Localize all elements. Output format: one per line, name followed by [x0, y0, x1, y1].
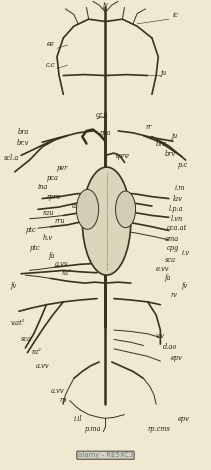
Text: fv: fv: [11, 282, 17, 290]
Text: epv: epv: [177, 415, 189, 423]
Text: br.v: br.v: [17, 139, 30, 147]
Text: cr: cr: [96, 111, 103, 119]
Text: a.vv: a.vv: [55, 260, 69, 268]
Text: sca: sca: [165, 256, 176, 264]
Text: a.vv: a.vv: [36, 362, 50, 370]
Text: rau: rau: [42, 209, 54, 217]
Ellipse shape: [76, 189, 99, 229]
Text: rpre: rpre: [46, 193, 61, 201]
Text: a.ao: a.ao: [72, 202, 86, 210]
Text: fa: fa: [165, 274, 171, 282]
Text: tpre: tpre: [116, 152, 130, 160]
Text: v.v: v.v: [156, 332, 165, 340]
Text: l.vn: l.vn: [171, 215, 183, 223]
Text: scl.a: scl.a: [4, 154, 20, 162]
Ellipse shape: [116, 191, 135, 227]
Text: i.il: i.il: [74, 415, 82, 423]
Text: ama: ama: [165, 235, 179, 243]
Text: fv: fv: [181, 282, 188, 290]
Text: bra: bra: [18, 128, 30, 136]
Text: jv: jv: [103, 1, 108, 9]
Text: epv: epv: [171, 354, 183, 362]
Text: e.vv: e.vv: [156, 265, 170, 273]
Text: ptc: ptc: [30, 244, 40, 252]
Text: p.c: p.c: [177, 161, 187, 169]
Text: ee: ee: [47, 39, 55, 47]
Text: i.m: i.m: [175, 184, 186, 192]
Text: a.vv: a.vv: [51, 387, 64, 395]
Text: i.v: i.v: [181, 249, 189, 257]
Text: per: per: [57, 164, 68, 172]
Text: l.p.a: l.p.a: [169, 205, 183, 213]
Text: rr: rr: [146, 123, 152, 131]
Text: ra²: ra²: [32, 348, 41, 356]
Text: c.c: c.c: [45, 61, 55, 69]
Text: ptc: ptc: [25, 226, 36, 234]
Text: ic: ic: [173, 11, 179, 19]
Text: rpa: rpa: [100, 129, 111, 137]
Text: brv: brv: [165, 150, 176, 158]
Ellipse shape: [82, 167, 131, 275]
Text: alamy - RE5XC3: alamy - RE5XC3: [78, 452, 133, 458]
Text: ina: ina: [38, 183, 48, 191]
Text: sca: sca: [21, 335, 32, 343]
Text: ju: ju: [171, 132, 177, 140]
Text: lav: lav: [173, 195, 183, 203]
Text: rv: rv: [171, 291, 178, 299]
Text: rru: rru: [55, 217, 65, 225]
Text: rp.cms: rp.cms: [148, 425, 170, 433]
Text: ra²: ra²: [61, 269, 71, 277]
Text: cpg: cpg: [167, 244, 179, 252]
Text: rp: rp: [59, 397, 66, 405]
Text: cca.at: cca.at: [167, 224, 187, 232]
Text: bra: bra: [156, 140, 168, 148]
Text: fa: fa: [49, 252, 55, 260]
Text: p.ma: p.ma: [84, 425, 101, 433]
Text: d.ao: d.ao: [162, 343, 177, 351]
Text: ju: ju: [160, 69, 167, 77]
Text: v.at¹: v.at¹: [11, 320, 25, 328]
Text: pca: pca: [46, 174, 58, 182]
Text: h.v: h.v: [42, 234, 52, 242]
